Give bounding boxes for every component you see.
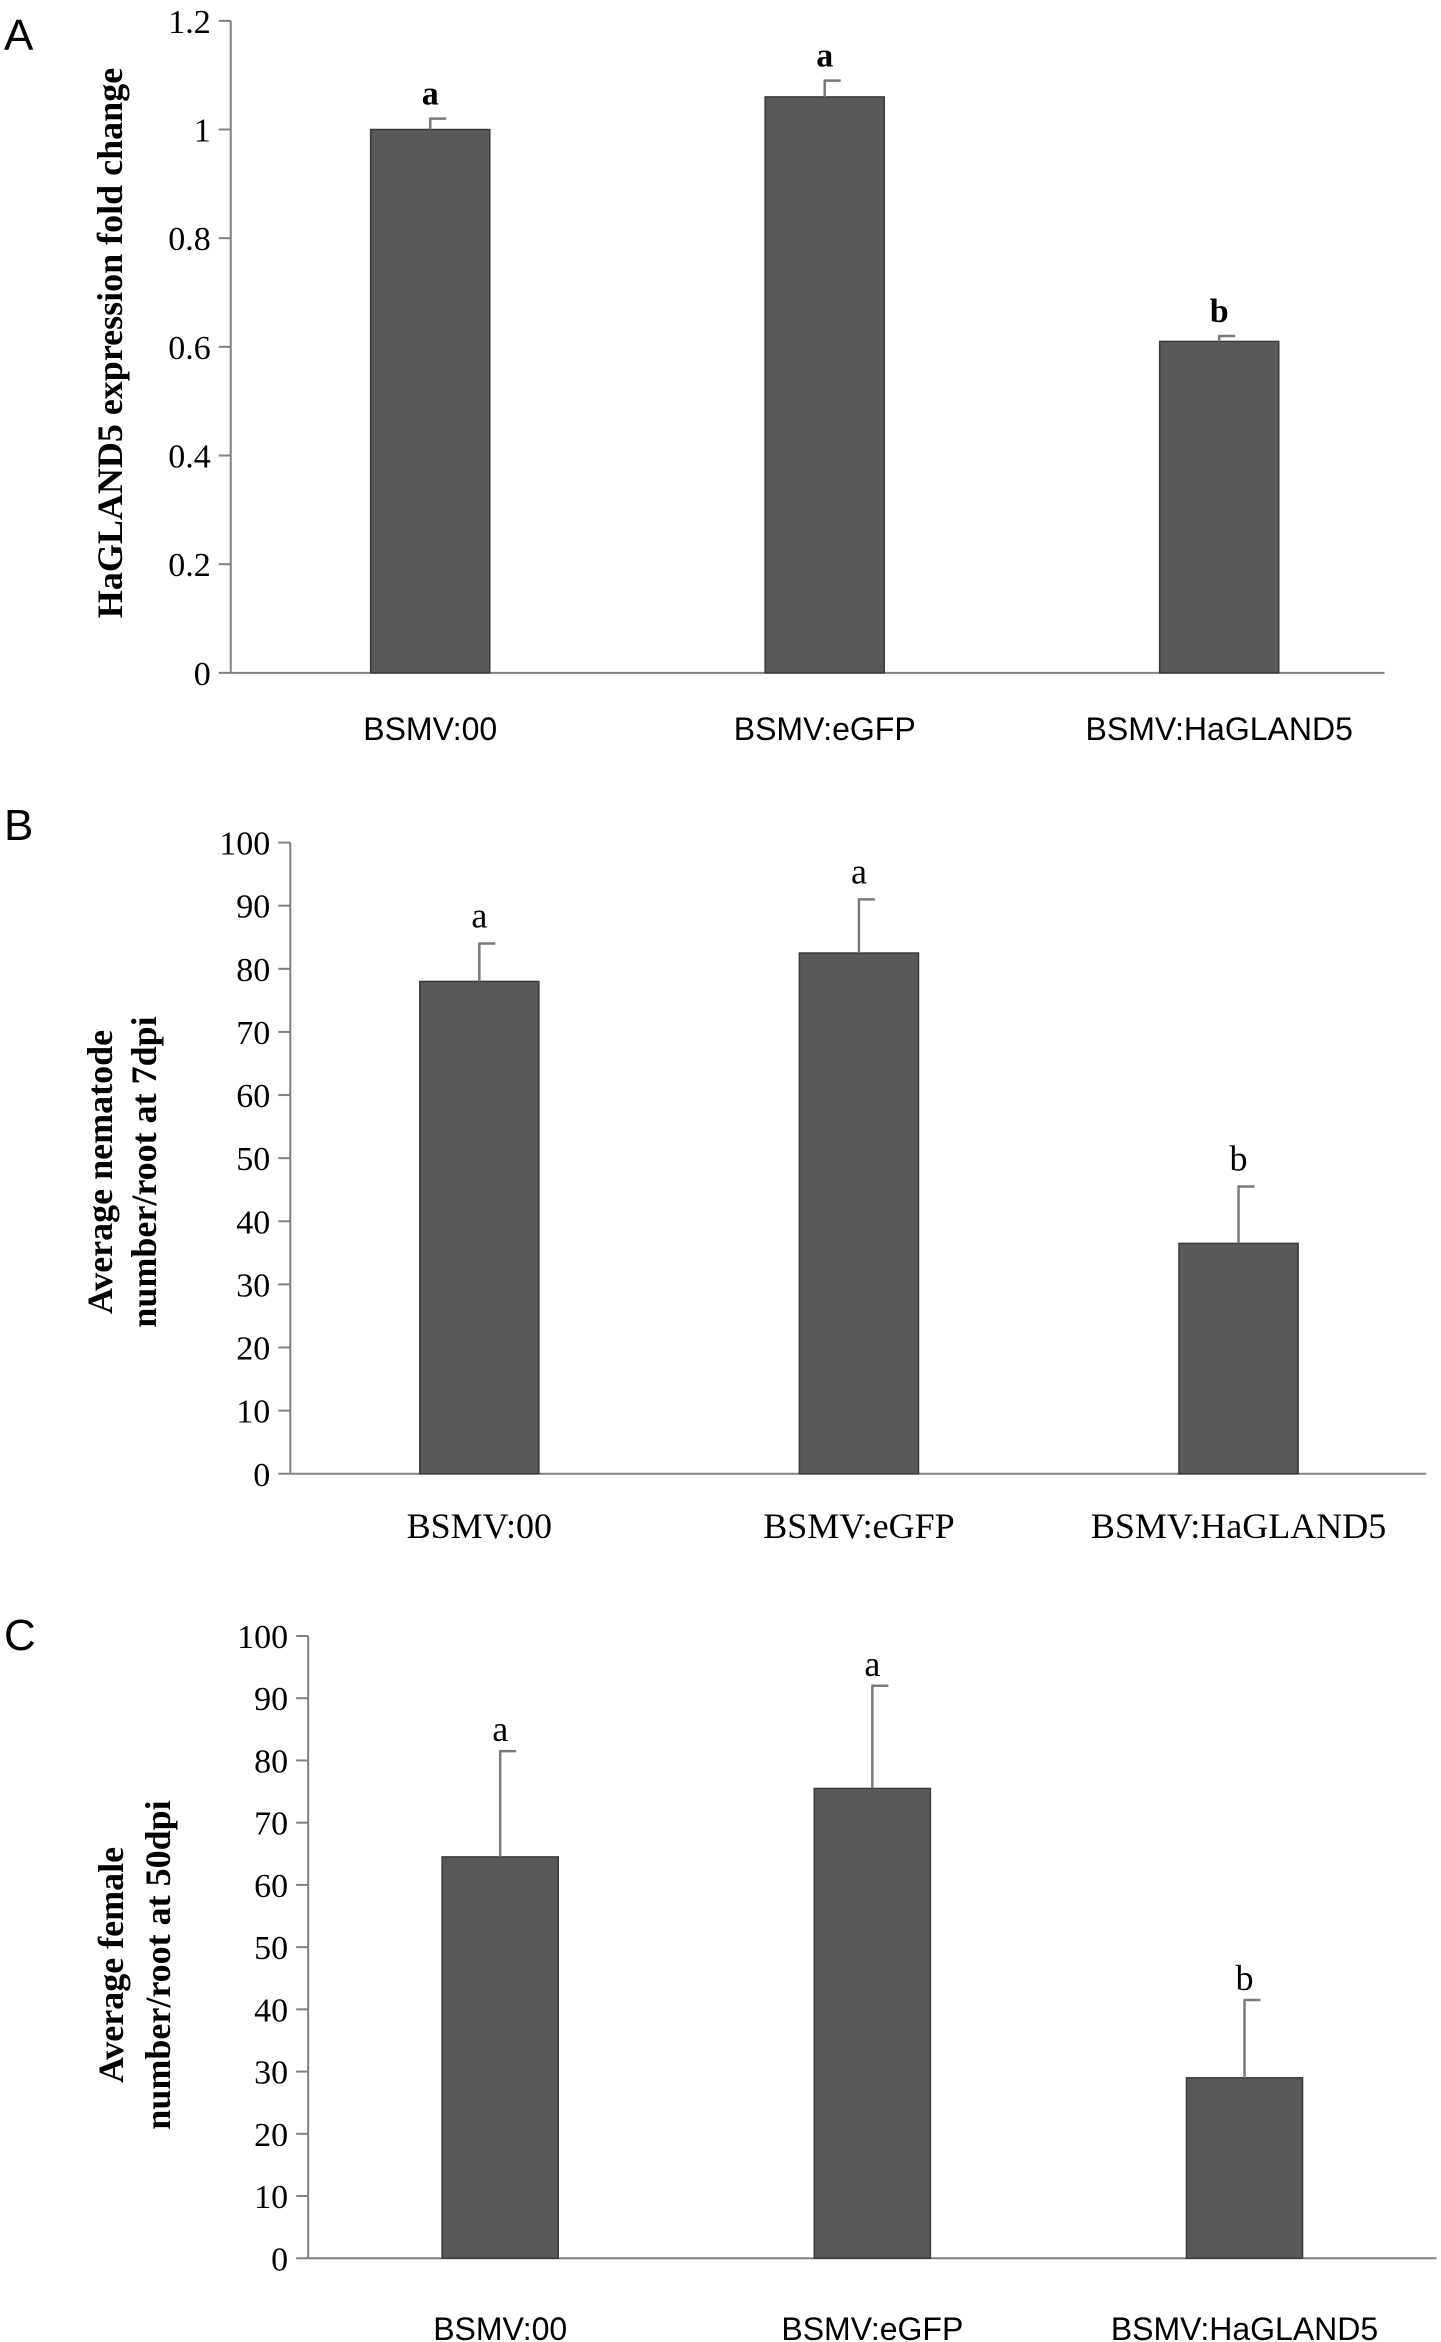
panel-c-bar (441, 1856, 559, 2260)
panel-a-category-label: BSMV:HaGLAND5 (1086, 711, 1353, 747)
panel-c-y-axis-label: Average female number/root at 50dpi (91, 1800, 178, 2129)
panel-b-y-tick-label: 10 (236, 1394, 270, 1431)
panel-b-y-axis-label: Average nematode number/root at 7dpi (80, 1016, 164, 1327)
panel-c-error-bar (871, 1684, 889, 1789)
panel-b-significance-label: a (851, 851, 867, 891)
panel-a-category-label: BSMV:eGFP (734, 711, 916, 747)
panel-c-category-label: BSMV:eGFP (781, 2311, 963, 2342)
panel-b-y-tick-label: 30 (236, 1267, 270, 1304)
panel-a-y-tick-label: 0.6 (168, 330, 211, 367)
panel-a-significance-label: a (816, 38, 833, 75)
panel-b-y-tick-label: 60 (236, 1078, 270, 1115)
panel-a-y-ticks (218, 19, 231, 674)
panel-c-y-tick-label: 100 (237, 1619, 288, 1656)
panel-b-bars (419, 952, 1299, 1475)
panel-c-letter: C (4, 1611, 36, 1660)
panel-a-y-tick-labels: 0 0.2 0.4 0.6 0.8 1 1.2 (168, 4, 211, 693)
panel-b-category-labels: BSMV:00 BSMV:eGFP BSMV:HaGLAND5 (407, 1506, 1387, 1546)
panel-a-error-bar (428, 117, 447, 130)
panel-b-error-bar (857, 898, 875, 954)
panel-a-error-bar (1217, 334, 1236, 342)
panel-c-significance-labels: a a b (492, 1644, 1253, 1998)
panel-c-y-tick-label: 60 (254, 1868, 288, 1905)
panel-c-category-label: BSMV:00 (433, 2311, 567, 2342)
panel-a-significance-label: a (422, 76, 439, 113)
panel-b-y-tick-label: 100 (219, 826, 270, 863)
panel-b-category-label: BSMV:HaGLAND5 (1091, 1506, 1386, 1546)
panel-c-error-bar (498, 1749, 517, 1857)
panel-a-bar (764, 96, 886, 674)
panel-b-y-axis-label-line: number/root at 7dpi (124, 1016, 164, 1327)
panel-a-significance-label: b (1210, 293, 1229, 330)
panel-c-category-labels: BSMV:00 BSMV:eGFP BSMV:HaGLAND5 (433, 2311, 1378, 2342)
panel-a-category-labels: BSMV:00 BSMV:eGFP BSMV:HaGLAND5 (363, 711, 1353, 747)
panel-b-y-tick-label: 40 (236, 1204, 270, 1241)
panel-c-bars (441, 1787, 1304, 2260)
panel-b-y-tick-label: 20 (236, 1331, 270, 1368)
panel-c-significance-label: a (492, 1709, 508, 1749)
panel-b-y-axis-label-line: Average nematode (80, 1030, 120, 1314)
panel-c-y-tick-label: 30 (254, 2055, 288, 2092)
panel-c-y-tick-label: 80 (254, 1743, 288, 1780)
panel-b-significance-label: b (1230, 1139, 1248, 1179)
panel-b-bar (1178, 1242, 1299, 1475)
panel-a-y-tick-label: 0 (194, 656, 211, 693)
panel-c-y-tick-label: 20 (254, 2117, 288, 2154)
panel-c-y-tick-label: 90 (254, 1681, 288, 1718)
panel-c-y-ticks (296, 1635, 309, 2260)
panel-c-bar (813, 1787, 932, 2260)
panel-b-significance-label: a (471, 896, 487, 936)
panel-b-y-tick-labels: 0 10 20 30 40 50 60 70 80 90 100 (219, 826, 270, 1494)
panel-b-letter: B (4, 801, 33, 850)
panel-a-error-bar (823, 79, 841, 97)
panel-a-y-tick-label: 0.2 (168, 547, 211, 584)
panel-b-bar (419, 980, 540, 1475)
panel-b-error-bars (478, 898, 1255, 1244)
panel-b-y-ticks (278, 841, 291, 1475)
panel-c-error-bar (1243, 1998, 1261, 2078)
panel-c-y-axis-label-line: number/root at 50dpi (138, 1800, 178, 2129)
panel-b-y-tick-label: 90 (236, 889, 270, 926)
panel-c-y-tick-label: 70 (254, 1806, 288, 1843)
panel-a-y-tick-label: 0.8 (168, 221, 211, 258)
panel-b-y-tick-label: 50 (236, 1141, 270, 1178)
panel-a-category-label: BSMV:00 (363, 711, 497, 747)
panel-b-error-bar (1237, 1185, 1255, 1244)
panel-a-error-bars (428, 79, 1236, 342)
panel-b-y-tick-label: 80 (236, 952, 270, 989)
panel-a-bar (369, 128, 491, 674)
panel-b: B Average nematode number/root at 7dpi 0… (4, 801, 1427, 1546)
panel-c-y-axis-label-line: Average female (91, 1847, 131, 2083)
panel-a-y-tick-label: 1.2 (168, 4, 211, 41)
panel-c-y-tick-label: 50 (254, 1930, 288, 1967)
panel-a-letter: A (4, 11, 34, 60)
panel-c-bar (1185, 2077, 1304, 2260)
panel-a: A HaGLAND5 expression fold change 0 0.2 … (4, 4, 1385, 747)
panel-b-error-bar (478, 942, 496, 982)
panel-c-y-tick-label: 0 (271, 2241, 288, 2278)
panel-b-bar (798, 952, 920, 1475)
panel-c-y-tick-label: 40 (254, 1992, 288, 2029)
panel-b-category-label: BSMV:00 (407, 1506, 552, 1546)
panel-a-bars (369, 96, 1280, 674)
panel-c-significance-label: b (1236, 1958, 1254, 1998)
panel-b-y-tick-label: 0 (253, 1457, 270, 1494)
panel-c: C Average female number/root at 50dpi 0 … (4, 1611, 1437, 2342)
panel-b-y-tick-label: 70 (236, 1015, 270, 1052)
panel-a-y-tick-label: 0.4 (168, 439, 211, 476)
panel-c-significance-label: a (864, 1644, 880, 1684)
panel-c-y-tick-label: 10 (254, 2179, 288, 2216)
panel-a-y-axis-label: HaGLAND5 expression fold change (90, 68, 130, 618)
panel-c-y-tick-labels: 0 10 20 30 40 50 60 70 80 90 100 (237, 1619, 288, 2278)
panel-b-category-label: BSMV:eGFP (763, 1506, 954, 1546)
panel-a-significance-labels: a a b (422, 38, 1229, 330)
panel-c-error-bars (498, 1684, 1261, 2078)
panel-a-bar (1158, 340, 1280, 674)
panel-b-significance-labels: a a b (471, 851, 1247, 1178)
panel-a-y-tick-label: 1 (194, 113, 211, 150)
panel-c-category-label: BSMV:HaGLAND5 (1111, 2311, 1378, 2342)
